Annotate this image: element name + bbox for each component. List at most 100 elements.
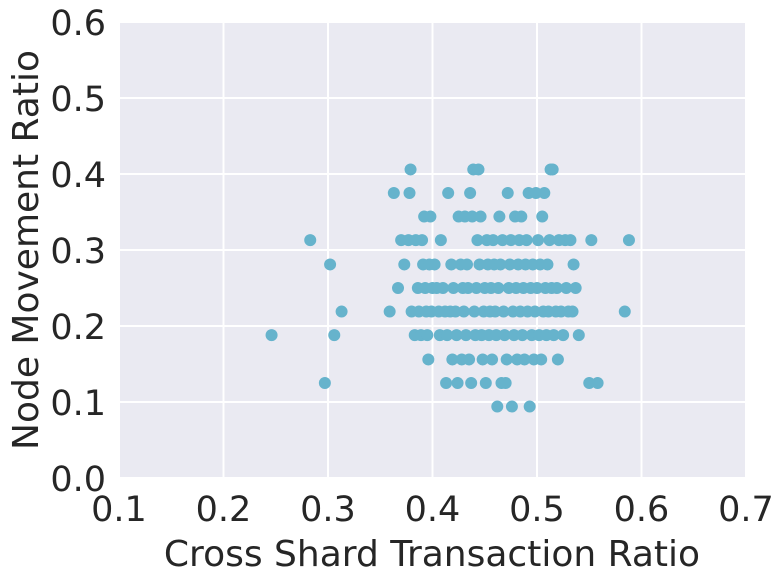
scatter-point	[473, 258, 486, 271]
x-tick-label: 0.1	[91, 490, 147, 530]
scatter-point	[436, 282, 449, 294]
scatter-point	[404, 163, 417, 176]
scatter-point	[487, 234, 500, 247]
scatter-point	[460, 258, 473, 271]
scatter-point	[463, 353, 476, 366]
scatter-point	[318, 377, 331, 389]
scatter-point	[490, 329, 503, 342]
x-tick-label: 0.7	[718, 490, 774, 530]
scatter-point	[538, 187, 551, 199]
scatter-point	[564, 234, 577, 247]
scatter-point	[446, 353, 459, 366]
y-tick-label: 0.0	[50, 460, 106, 500]
scatter-point	[479, 377, 492, 389]
scatter-point	[494, 258, 507, 271]
scatter-point	[265, 329, 278, 342]
scatter-point	[585, 234, 598, 247]
scatter-point	[422, 353, 435, 366]
y-tick-label: 0.1	[50, 384, 106, 424]
scatter-point	[489, 305, 502, 318]
scatter-point	[462, 282, 475, 294]
scatter-point	[547, 329, 560, 342]
scatter-point	[504, 234, 517, 247]
scatter-point	[470, 282, 483, 294]
scatter-point	[451, 377, 464, 389]
scatter-point	[500, 353, 513, 366]
scatter-point	[424, 210, 437, 223]
scatter-point	[541, 258, 554, 271]
scatter-point	[387, 187, 400, 199]
scatter-point	[572, 329, 585, 342]
scatter-point	[508, 329, 521, 342]
scatter-point	[567, 258, 580, 271]
scatter-point	[464, 187, 477, 199]
scatter-point	[560, 282, 573, 294]
scatter-point	[442, 187, 455, 199]
scatter-point	[529, 187, 542, 199]
scatter-point	[497, 305, 510, 318]
scatter-point	[503, 258, 516, 271]
scatter-point	[468, 305, 481, 318]
scatter-point	[449, 305, 462, 318]
scatter-point	[498, 329, 511, 342]
scatter-point	[499, 377, 512, 389]
scatter-point	[523, 400, 536, 413]
scatter-point	[516, 329, 529, 342]
scatter-point	[447, 282, 460, 294]
scatter-point	[421, 329, 434, 342]
scatter-point	[501, 187, 514, 199]
scatter-point	[416, 234, 429, 247]
scatter-point	[457, 305, 470, 318]
scatter-point	[546, 163, 559, 176]
scatter-point	[569, 282, 582, 294]
scatter-point	[335, 305, 348, 318]
scatter-point	[515, 210, 528, 223]
scatter-point	[535, 353, 548, 366]
scatter-point	[583, 377, 596, 389]
scatter-point	[505, 400, 518, 413]
scatter-point	[520, 234, 533, 247]
scatter-point	[434, 234, 447, 247]
scatter-point	[403, 187, 416, 199]
scatter-point	[428, 258, 441, 271]
y-tick-label: 0.4	[50, 156, 106, 196]
scatter-point	[492, 282, 505, 294]
scatter-point	[536, 210, 549, 223]
scatter-point	[465, 377, 478, 389]
scatter-point	[398, 258, 411, 271]
x-tick-label: 0.6	[614, 490, 670, 530]
scatter-point	[622, 234, 635, 247]
scatter-point	[531, 282, 543, 294]
y-axis-label: Node Movement Ratio	[6, 50, 47, 450]
scatter-point	[591, 377, 604, 389]
data-points	[265, 163, 635, 413]
grid-lines	[118, 21, 747, 479]
scatter-point	[566, 305, 579, 318]
x-tick-label: 0.5	[509, 490, 565, 530]
scatter-point	[383, 305, 396, 318]
x-tick-labels: 0.1 0.2 0.3 0.4 0.5 0.6 0.7	[91, 490, 774, 530]
scatter-point	[471, 234, 484, 247]
scatter-point	[472, 163, 485, 176]
scatter-point	[543, 234, 556, 247]
scatter-point	[450, 329, 463, 342]
y-tick-label: 0.3	[50, 232, 106, 272]
x-tick-label: 0.2	[196, 490, 252, 530]
scatter-point	[496, 234, 509, 247]
x-axis-label: Cross Shard Transaction Ratio	[164, 534, 700, 575]
scatter-point	[528, 305, 541, 318]
scatter-point	[551, 353, 564, 366]
scatter-point	[618, 305, 631, 318]
scatter-point	[493, 210, 506, 223]
y-tick-label: 0.2	[50, 308, 106, 348]
x-tick-label: 0.4	[405, 490, 461, 530]
scatter-point	[476, 353, 489, 366]
scatter-point	[474, 210, 487, 223]
scatter-point	[491, 400, 504, 413]
scatter-point	[459, 329, 472, 342]
scatter-point	[324, 258, 337, 271]
y-tick-label: 0.6	[50, 4, 106, 44]
scatter-point	[445, 258, 458, 271]
scatter-point	[392, 282, 405, 294]
